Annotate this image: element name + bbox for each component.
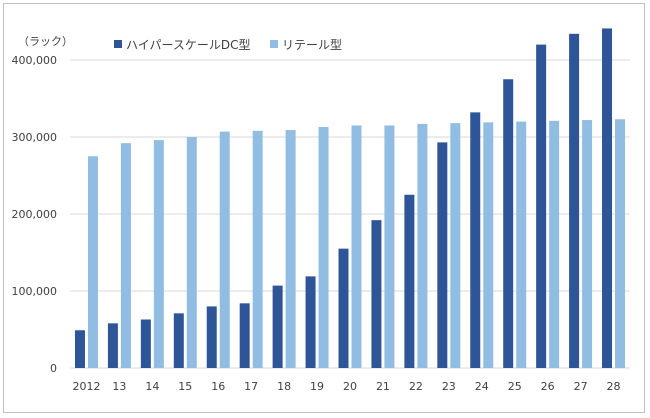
bar-retail: [417, 123, 428, 368]
legend-swatch-retail: [270, 40, 278, 48]
x-tick-label: 28: [607, 380, 621, 393]
bar-retail: [252, 130, 263, 368]
y-tick-label: 200,000: [12, 208, 58, 221]
legend-label-retail: リテール型: [282, 38, 342, 52]
bar-retail: [582, 120, 593, 368]
bar-hyperscale: [371, 220, 382, 368]
bar-retail: [450, 123, 461, 368]
unit-label: （ラック）: [18, 35, 73, 48]
x-tick-label: 25: [508, 380, 522, 393]
x-tick-label: 27: [574, 380, 588, 393]
x-tick-label: 22: [409, 380, 423, 393]
x-tick-label: 26: [541, 380, 555, 393]
bar-hyperscale: [404, 194, 415, 368]
x-tick-label: 16: [211, 380, 225, 393]
bar-retail: [384, 125, 395, 368]
x-tick-label: 13: [112, 380, 126, 393]
bar-retail: [318, 126, 329, 369]
x-tick-label: 21: [376, 380, 390, 393]
y-tick-label: 400,000: [12, 54, 58, 67]
x-tick-label: 23: [442, 380, 456, 393]
x-tick-label: 2012: [72, 380, 100, 393]
bar-hyperscale: [338, 248, 349, 368]
x-tick-label: 24: [475, 380, 489, 393]
x-tick-label: 15: [178, 380, 192, 393]
x-axis-tick-labels: 2012 13 14 15 16 17 18 19 20 21 22 23 24…: [72, 380, 620, 393]
bar-hyperscale: [239, 303, 250, 368]
bar-hyperscale: [206, 306, 217, 368]
bar-hyperscale: [569, 33, 580, 368]
bar-hyperscale: [437, 142, 448, 368]
bar-hyperscale: [107, 323, 118, 368]
bar-retail: [615, 119, 626, 368]
legend-swatch-hyperscale: [114, 40, 122, 48]
bar-hyperscale: [173, 313, 184, 368]
bar-hyperscale: [305, 276, 316, 368]
bars: [74, 28, 626, 369]
bar-hyperscale: [140, 319, 151, 368]
bar-hyperscale: [602, 28, 613, 369]
bar-hyperscale: [470, 112, 481, 368]
bar-retail: [186, 137, 197, 368]
x-tick-label: 14: [145, 380, 159, 393]
legend: ハイパースケールDC型 リテール型: [114, 38, 342, 52]
bar-retail: [351, 125, 362, 368]
bar-retail: [516, 121, 527, 368]
y-tick-label: 0: [50, 362, 57, 375]
x-tick-label: 20: [343, 380, 357, 393]
bar-retail: [87, 156, 98, 368]
bar-hyperscale: [536, 44, 547, 368]
x-tick-label: 17: [244, 380, 258, 393]
y-tick-label: 300,000: [12, 131, 58, 144]
bar-retail: [120, 143, 131, 368]
x-tick-label: 19: [310, 380, 324, 393]
bar-retail: [483, 122, 494, 369]
y-tick-label: 100,000: [12, 285, 58, 298]
bar-hyperscale: [272, 285, 283, 368]
bar-retail: [219, 131, 230, 368]
legend-label-hyperscale: ハイパースケールDC型: [126, 38, 251, 52]
bar-retail: [153, 140, 164, 368]
bar-hyperscale: [74, 330, 85, 368]
x-tick-label: 18: [277, 380, 291, 393]
bar-retail: [285, 130, 296, 368]
bar-hyperscale: [503, 79, 514, 368]
y-axis-tick-labels: 0 100,000 200,000 300,000 400,000: [12, 54, 58, 375]
bar-retail: [549, 120, 560, 368]
